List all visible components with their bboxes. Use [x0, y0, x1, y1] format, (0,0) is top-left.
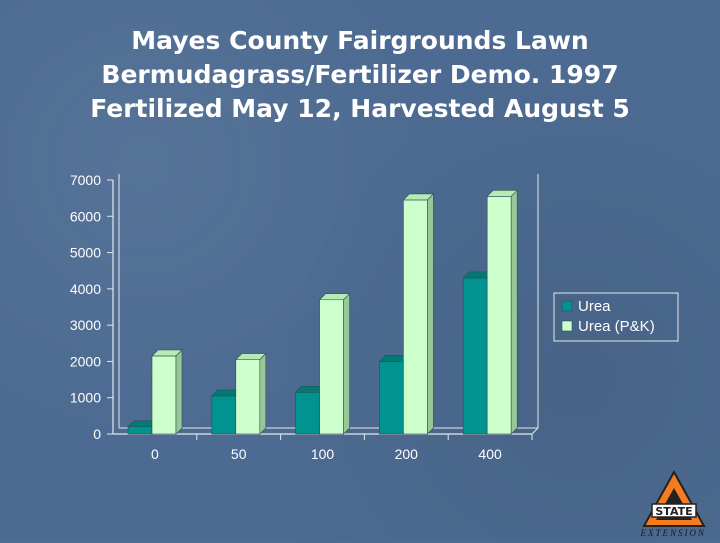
bar-front — [379, 361, 404, 435]
legend-label: Urea — [578, 298, 611, 315]
bar-front — [462, 277, 488, 435]
logo-word: STATE — [655, 505, 692, 518]
x-tick-label: 50 — [231, 446, 247, 462]
bar-front — [486, 196, 512, 435]
x-tick-label: 0 — [151, 446, 159, 462]
y-tick-label: 1000 — [70, 390, 101, 406]
legend-label: Urea (P&K) — [578, 318, 655, 335]
x-tick-labels: 0 50 100 200 400 — [151, 446, 502, 462]
y-tick-label: 6000 — [70, 208, 101, 224]
y-tick-labels: 0 1000 2000 3000 4000 5000 6000 7000 — [70, 172, 101, 442]
bar-urea-p-k--200 — [402, 193, 435, 435]
legend-box — [553, 292, 679, 342]
bar-front — [403, 199, 428, 435]
slide-title: Mayes County Fairgrounds Lawn Bermudagra… — [0, 24, 720, 126]
x-tick-label: 100 — [311, 446, 335, 462]
bar-front — [319, 299, 344, 435]
legend-swatch — [561, 300, 573, 312]
chart-bars — [127, 189, 518, 435]
title-line-3: Fertilized May 12, Harvested August 5 — [90, 94, 630, 123]
bar-front — [127, 426, 153, 435]
title-line-2: Bermudagrass/Fertilizer Demo. 1997 — [101, 60, 619, 89]
bar-front — [235, 359, 261, 435]
y-tick-label: 0 — [93, 426, 101, 442]
legend-swatch — [561, 320, 573, 332]
bar-front — [295, 391, 320, 435]
y-tick-label: 2000 — [70, 353, 101, 369]
title-line-1: Mayes County Fairgrounds Lawn — [131, 26, 589, 55]
x-tick-label: 400 — [478, 446, 502, 462]
osu-extension-logo: STATE — [634, 468, 714, 538]
y-tick-label: 3000 — [70, 317, 101, 333]
bar-urea-p-k--50 — [235, 352, 267, 435]
logo-caption: EXTENSION — [640, 528, 706, 538]
bar-front — [151, 355, 177, 435]
bar-side — [343, 293, 350, 435]
y-tick-label: 7000 — [70, 172, 101, 188]
bar-urea-p-k--0 — [151, 349, 183, 435]
bar-side — [175, 349, 183, 435]
chart-axes — [107, 174, 539, 440]
bar-side — [427, 193, 434, 435]
floor-right-edge — [531, 427, 539, 435]
bar-urea-p-k--400 — [486, 189, 518, 435]
bar-urea-p-k--100 — [318, 293, 351, 435]
bar-front — [211, 395, 237, 435]
x-tick-label: 200 — [395, 446, 419, 462]
y-tick-label: 5000 — [70, 245, 101, 261]
bar-side — [510, 189, 518, 435]
chart-legend: Urea Urea (P&K) — [553, 292, 679, 342]
bar-side — [259, 352, 267, 435]
y-tick-label: 4000 — [70, 281, 101, 297]
